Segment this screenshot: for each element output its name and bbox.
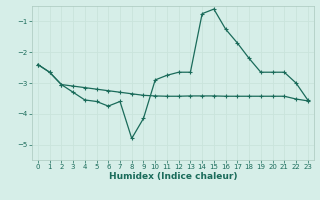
- X-axis label: Humidex (Indice chaleur): Humidex (Indice chaleur): [108, 172, 237, 181]
